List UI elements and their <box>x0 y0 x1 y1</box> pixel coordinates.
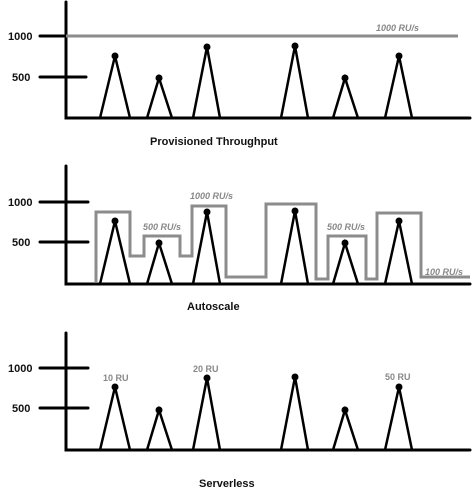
axis <box>64 164 472 286</box>
panel-autoscale: 1000 500 500 RU/s 1000 RU/s 500 RU/s 100… <box>8 164 472 313</box>
spike <box>383 55 414 119</box>
spike-peak <box>341 406 349 414</box>
y-label-1000: 1000 <box>8 31 32 43</box>
spike-peak <box>203 43 211 51</box>
spike <box>383 386 414 451</box>
y-label-1000: 1000 <box>8 197 32 209</box>
spike <box>279 376 310 451</box>
spike-peak <box>203 208 211 216</box>
spike-peak <box>395 383 403 391</box>
spike-peak <box>203 374 211 382</box>
spike <box>279 45 310 119</box>
spike <box>191 211 222 285</box>
spike <box>145 73 174 119</box>
panel-title: Autoscale <box>187 301 240 313</box>
spike-peak <box>155 74 163 82</box>
axis <box>64 331 472 452</box>
spike-peak <box>291 207 299 215</box>
spike-peak <box>111 52 119 60</box>
spike <box>383 220 414 285</box>
axis <box>64 0 472 120</box>
autoscale-annotation: 100 RU/s <box>425 267 463 277</box>
serverless-annotation: 50 RU <box>385 372 411 382</box>
serverless-annotation: 20 RU <box>193 364 219 374</box>
spike <box>98 386 132 451</box>
spike-peak <box>291 42 299 50</box>
autoscale-annotation: 1000 RU/s <box>190 191 233 201</box>
spike-peak <box>155 406 163 414</box>
capacity-annotation: 1000 RU/s <box>376 23 419 33</box>
spike <box>331 405 360 451</box>
spike <box>331 238 360 285</box>
panel-title: Provisioned Throughput <box>150 136 278 148</box>
y-label-500: 500 <box>12 237 30 249</box>
request-spikes <box>98 373 414 451</box>
spike-peak <box>291 373 299 381</box>
y-label-1000: 1000 <box>8 363 32 375</box>
spike <box>191 46 222 119</box>
y-label-500: 500 <box>12 403 30 415</box>
panel-title: Serverless <box>199 478 255 490</box>
spike-peak <box>111 217 119 225</box>
spike-peak <box>341 74 349 82</box>
spike <box>98 55 132 119</box>
serverless-annotation: 10 RU <box>103 373 129 383</box>
spike <box>331 73 360 119</box>
spike-peak <box>111 383 119 391</box>
spike <box>279 210 310 285</box>
spike-peak <box>395 52 403 60</box>
spike-peak <box>395 217 403 225</box>
panel-serverless: 1000 500 10 RU 20 RU 50 RU Serverless <box>8 331 472 490</box>
spike <box>98 220 132 285</box>
autoscale-annotation: 500 RU/s <box>143 222 181 232</box>
spike-peak <box>341 239 349 247</box>
spike <box>191 377 222 451</box>
spike <box>145 405 174 451</box>
spike <box>145 238 174 285</box>
autoscale-annotation: 500 RU/s <box>327 222 365 232</box>
request-spikes <box>98 42 414 119</box>
spike-peak <box>155 239 163 247</box>
request-spikes <box>98 207 414 285</box>
panel-provisioned: 1000 500 1000 RU/s Provisioned Throughpu… <box>8 0 472 148</box>
y-label-500: 500 <box>12 72 30 84</box>
autoscale-capacity-line <box>94 202 470 282</box>
